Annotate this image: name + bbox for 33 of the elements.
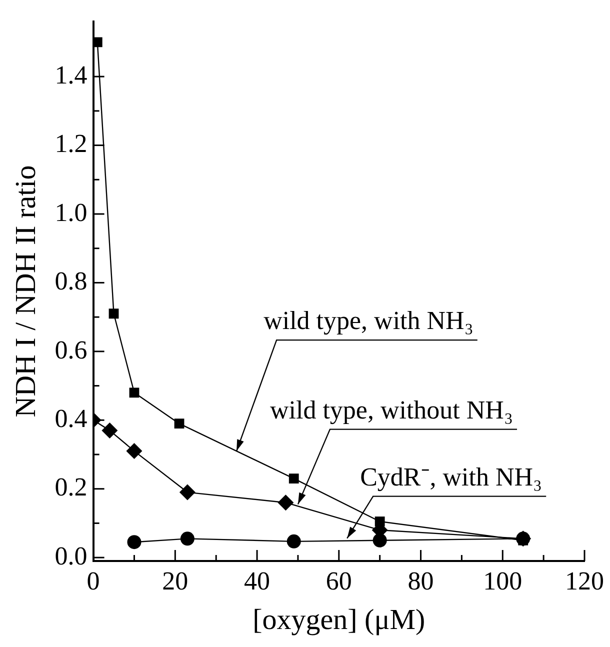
point — [288, 474, 299, 484]
x-axis-title: [oxygen] (μM) — [252, 604, 426, 636]
point — [93, 37, 102, 48]
x-tick-label: 60 — [326, 566, 352, 596]
x-tick-label: 40 — [244, 566, 270, 596]
x-tick-label: 0 — [86, 566, 100, 596]
point — [129, 388, 140, 398]
y-tick-label: 0.8 — [54, 266, 88, 296]
y-tick-label: 0.2 — [54, 472, 88, 502]
point — [278, 494, 294, 511]
x-tick-label: 100 — [483, 566, 522, 596]
y-tick-label: 1.4 — [54, 60, 88, 90]
point — [286, 534, 301, 548]
x-tick-label: 20 — [162, 566, 188, 596]
y-tick-label: 0.6 — [54, 335, 88, 364]
y-tick-label: 1.0 — [54, 198, 88, 227]
point — [102, 422, 118, 438]
y-tick-label: 0.0 — [54, 541, 88, 570]
point — [174, 418, 184, 429]
y-axis-title: NDH I / NDH II ratio — [10, 165, 42, 418]
y-tick-label: 1.2 — [54, 129, 88, 158]
point — [374, 516, 385, 526]
x-tick-label: 80 — [408, 566, 434, 596]
point — [127, 535, 142, 550]
point — [179, 484, 196, 500]
point — [180, 532, 194, 546]
y-tick-label: 0.4 — [54, 404, 88, 433]
annotation: wild type, without NH₃ — [270, 395, 514, 424]
point — [108, 308, 119, 319]
x-tick-label: 120 — [565, 566, 604, 596]
annotation: wild type, with NH₃ — [264, 306, 474, 336]
point — [126, 443, 142, 460]
annotation: CydR⁻, with NH₃ — [360, 462, 542, 492]
